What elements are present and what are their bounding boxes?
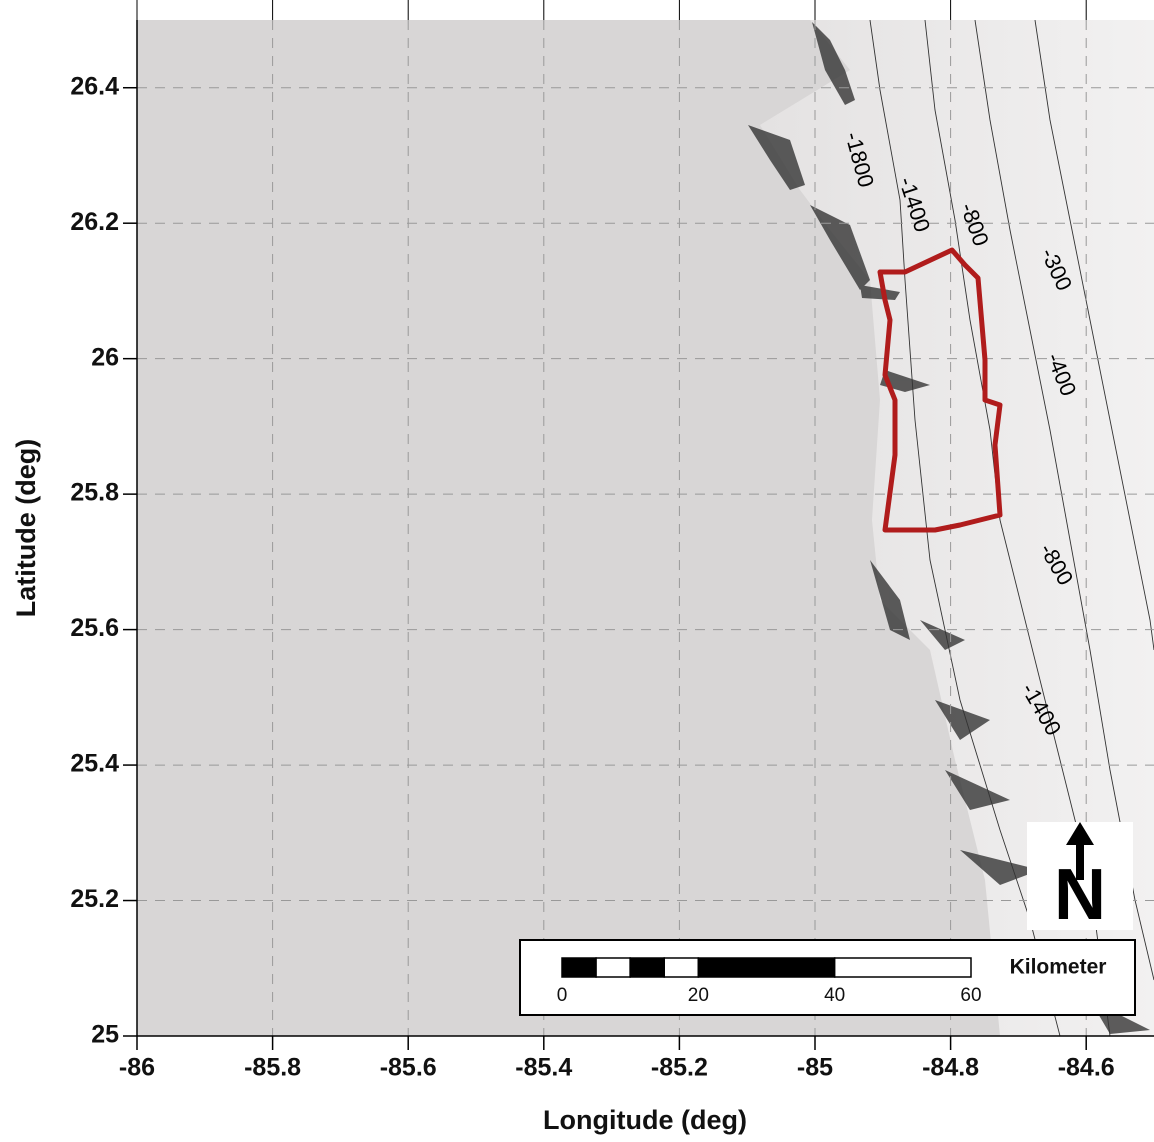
x-tick-label: -86: [119, 1054, 155, 1082]
scale-label: 40: [824, 985, 845, 1006]
x-tick-label: -84.8: [922, 1054, 979, 1082]
scale-label: 60: [960, 985, 981, 1006]
scale-segment: [562, 958, 596, 977]
scale-segment: [630, 958, 664, 977]
x-tick-label: -84.6: [1058, 1054, 1115, 1082]
scale-segment: [698, 958, 834, 977]
x-tick-label: -85: [797, 1054, 833, 1082]
map-figure: -86 -85.8 -85.6 -85.4 -85.2 -85 -84.8 -84.6 25 25…: [0, 0, 1154, 1142]
y-tick-label: 26.2: [70, 208, 119, 236]
y-tick-label: 26.4: [70, 72, 119, 100]
scale-segment: [664, 958, 698, 977]
y-tick-label: 25.2: [70, 885, 119, 913]
x-tick-label: -85.4: [515, 1054, 572, 1082]
scale-label: 0: [557, 985, 568, 1006]
x-tick-label: -85.8: [244, 1054, 301, 1082]
relief: [137, 20, 1154, 1036]
x-axis-title: Longitude (deg): [543, 1105, 747, 1135]
scale-segment: [596, 958, 630, 977]
north-label: N: [1054, 855, 1106, 935]
y-tick-label: 26: [91, 343, 119, 371]
y-tick-label: 25.6: [70, 614, 119, 642]
x-tick-label: -85.2: [651, 1054, 708, 1082]
x-tick-label: -85.6: [380, 1054, 437, 1082]
y-tick-label: 25: [91, 1021, 119, 1049]
scale-segment: [835, 958, 971, 977]
y-tick-label: 25.8: [70, 479, 119, 507]
y-tick-label: 25.4: [70, 750, 119, 778]
y-axis-title: Latitude (deg): [11, 439, 41, 617]
scale-unit: Kilometer: [1010, 956, 1107, 979]
scale-label: 20: [688, 985, 709, 1006]
